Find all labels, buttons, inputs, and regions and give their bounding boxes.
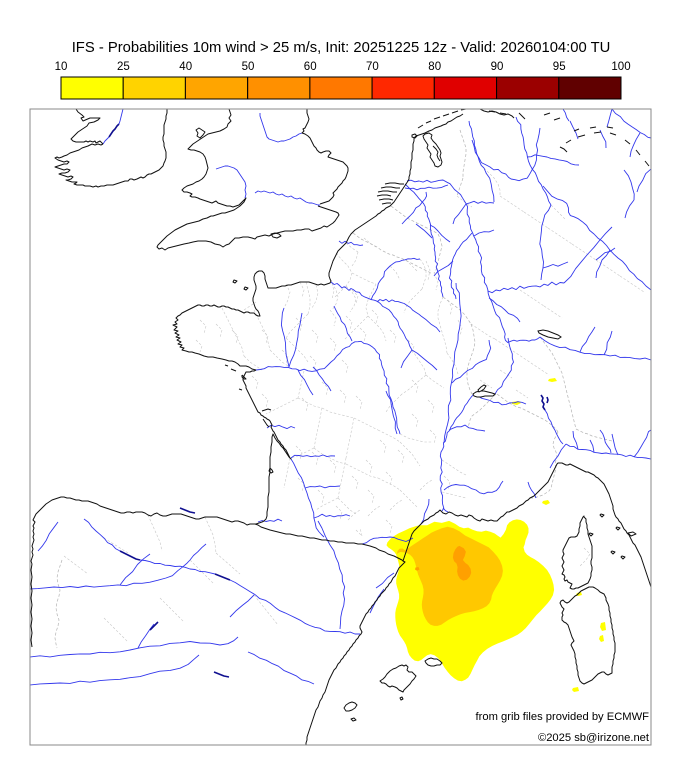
svg-text:10: 10 (55, 61, 68, 73)
svg-text:100: 100 (611, 61, 630, 73)
svg-text:©2025 sb@irizone.net: ©2025 sb@irizone.net (538, 732, 650, 744)
svg-text:70: 70 (366, 61, 379, 73)
svg-text:90: 90 (491, 61, 504, 73)
svg-text:25: 25 (117, 61, 130, 73)
svg-text:IFS - Probabilities 10m wind >: IFS - Probabilities 10m wind > 25 m/s, I… (72, 40, 611, 56)
svg-text:from grib files provided by EC: from grib files provided by ECMWF (476, 711, 650, 723)
svg-text:50: 50 (242, 61, 255, 73)
svg-text:40: 40 (179, 61, 192, 73)
svg-text:60: 60 (304, 61, 317, 73)
svg-text:95: 95 (553, 61, 566, 73)
svg-text:80: 80 (428, 61, 441, 73)
